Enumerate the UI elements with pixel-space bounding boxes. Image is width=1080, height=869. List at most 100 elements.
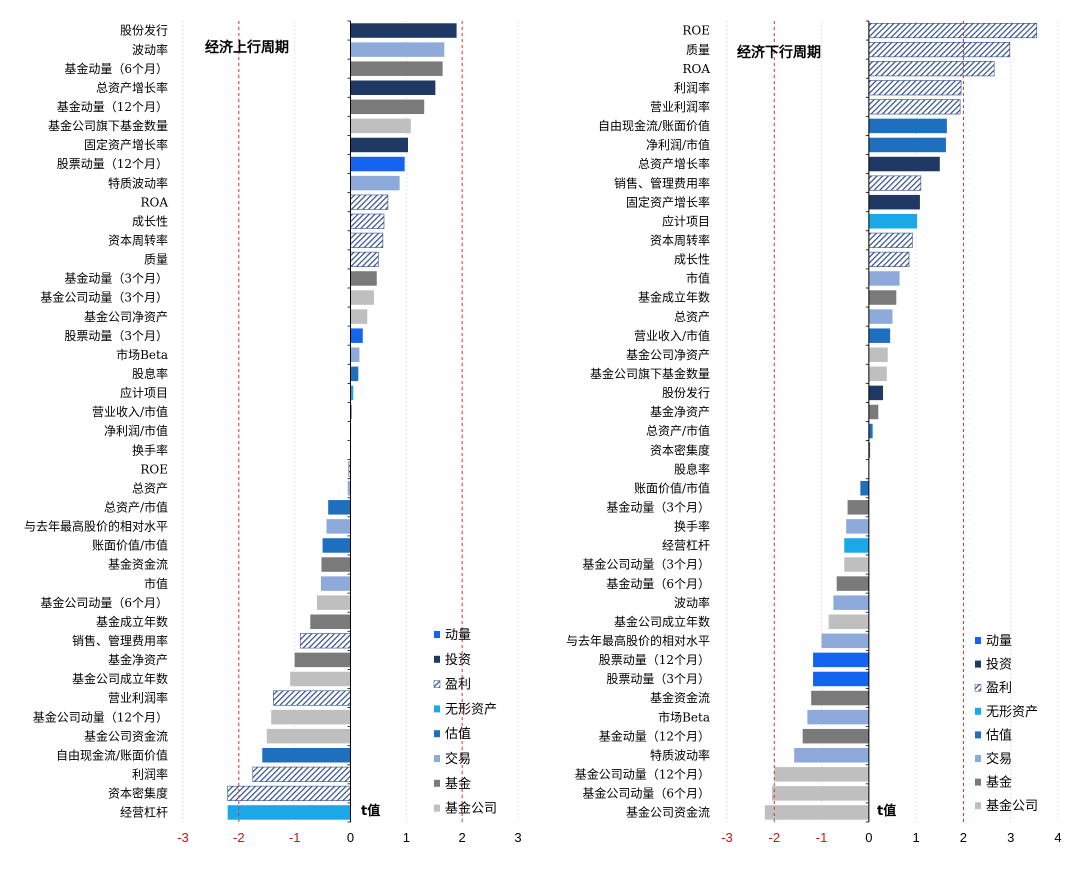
bar — [227, 785, 351, 801]
category-label: 基金公司旗下基金数量 — [48, 118, 168, 133]
category-label: 基金公司动量（3个月） — [582, 557, 710, 572]
x-tick-label: -2 — [233, 830, 245, 845]
category-label: 利润率 — [674, 80, 710, 95]
category-label: ROA — [682, 62, 710, 76]
category-label: 基金动量（12个月） — [57, 99, 168, 114]
bar — [868, 423, 873, 439]
bar — [310, 614, 351, 629]
bar — [350, 290, 374, 305]
bar — [833, 595, 869, 610]
bar — [828, 614, 869, 629]
bar — [868, 42, 1011, 58]
bar — [868, 175, 922, 191]
category-label: 基金公司资金流 — [626, 805, 710, 820]
bar — [860, 481, 869, 496]
category-label: 基金公司动量（12个月） — [575, 767, 710, 782]
bar — [350, 232, 384, 248]
legend-swatch-intangible — [975, 707, 981, 715]
bar — [868, 61, 995, 77]
category-label: 成长性 — [132, 214, 168, 228]
bar — [868, 137, 946, 153]
category-label: 基金公司资金流 — [84, 728, 168, 743]
bar — [350, 347, 360, 362]
category-label: 销售、管理费用率 — [72, 633, 168, 648]
category-label: 股票动量（3个月） — [606, 672, 710, 686]
bar — [764, 805, 869, 820]
bar — [868, 99, 961, 115]
bar — [266, 728, 351, 744]
legend-label-momentum: 动量 — [445, 628, 471, 643]
category-label: 市值 — [686, 271, 710, 286]
category-label: ROA — [140, 195, 168, 209]
bar — [350, 251, 379, 267]
legend-swatch-investment — [434, 655, 440, 663]
category-label: 基金动量（6个月） — [64, 61, 168, 76]
category-label: 固定资产增长率 — [84, 137, 168, 152]
category-label: 特质波动率 — [650, 747, 710, 762]
category-label: 股息率 — [132, 366, 168, 381]
x-tick-label: 4 — [1054, 830, 1061, 845]
bar — [794, 748, 869, 763]
bar — [868, 347, 888, 362]
category-label: 波动率 — [674, 595, 710, 610]
bar — [868, 404, 879, 420]
bar — [350, 175, 400, 191]
category-label: 资本密集度 — [108, 786, 168, 801]
category-label: 波动率 — [132, 42, 168, 57]
legend-label-momentum: 动量 — [986, 634, 1012, 649]
category-label: 质量 — [144, 253, 168, 267]
legend-label-valuation: 估值 — [445, 726, 471, 742]
bar — [350, 156, 405, 172]
bar — [273, 690, 351, 706]
bar — [774, 767, 869, 782]
category-label: 股票动量（12个月） — [599, 653, 710, 667]
category-label: 基金公司净资产 — [626, 347, 710, 362]
chart-title: 经济上行周期 — [205, 39, 289, 56]
bar — [350, 42, 445, 57]
bar — [262, 748, 351, 763]
x-tick-label: 0 — [347, 830, 354, 845]
x-tick-label: 1 — [403, 830, 410, 845]
legend-label-profit: 盈利 — [986, 681, 1012, 696]
bar — [290, 671, 351, 687]
bar — [868, 366, 887, 382]
category-label: 换手率 — [132, 442, 168, 457]
bar — [350, 80, 436, 95]
legend-label-fund: 基金 — [986, 775, 1012, 791]
bar — [771, 786, 869, 801]
category-label: 资本密集度 — [650, 442, 710, 457]
category-label: 基金动量（6个月） — [606, 576, 710, 591]
bar — [227, 805, 351, 820]
category-label: 固定资产增长率 — [626, 194, 710, 209]
bar — [844, 557, 869, 572]
category-label: 总资产 — [674, 310, 710, 324]
category-label: 总资产增长率 — [638, 156, 710, 171]
bar — [350, 118, 411, 134]
bar — [813, 671, 869, 687]
legend-swatch-trading — [434, 755, 440, 762]
legend-swatch-fund_company — [975, 802, 981, 810]
category-label: 营业收入/市值 — [92, 404, 168, 419]
bar — [350, 328, 363, 343]
chart-panel-2: ROE 质量 ROA 利润率营业利润率自由现金流/账面价值净利润/市值总资产增长率销售… — [566, 20, 1062, 845]
bar — [350, 271, 377, 286]
category-label: 市场Beta — [116, 347, 168, 362]
legend-label-profit: 盈利 — [445, 678, 471, 693]
legend-swatch-fund — [975, 778, 981, 786]
bar — [868, 309, 893, 324]
x-tick-label: 1 — [913, 830, 920, 845]
bar — [844, 538, 869, 553]
x-axis-label: t值 — [361, 803, 380, 819]
category-label: 销售、管理费用率 — [614, 175, 710, 190]
bar — [868, 328, 891, 343]
bar — [868, 214, 918, 229]
legend-swatch-profit — [433, 680, 441, 688]
bar — [320, 576, 351, 591]
category-label: 成长性 — [674, 253, 710, 267]
category-label: 换手率 — [674, 519, 710, 534]
legend-label-fund: 基金 — [445, 776, 471, 792]
category-label: 净利润/市值 — [104, 423, 168, 438]
bar — [846, 519, 869, 534]
category-label: 基金资金流 — [108, 557, 168, 572]
legend-swatch-investment — [975, 660, 981, 668]
